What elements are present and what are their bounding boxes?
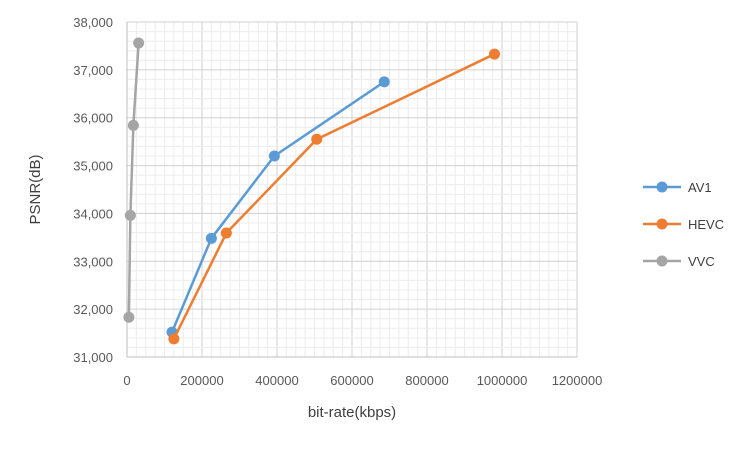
y-tick-label: 38,000 [73, 15, 113, 30]
hevc-series-line [172, 52, 496, 340]
hevc-data-point [168, 333, 180, 345]
vvc-data-point [123, 311, 135, 323]
vvc-legend-label: VVC [688, 254, 715, 269]
y-tick-label: 37,000 [73, 63, 113, 78]
axes [126, 22, 577, 358]
vvc-data-point [133, 37, 145, 49]
av1-data-point [378, 76, 390, 88]
y-tick-label: 32,000 [73, 302, 113, 317]
hevc-data-point [220, 227, 232, 239]
y-axis-title: PSNR(dB) [27, 154, 44, 224]
x-tick-label: 800000 [405, 373, 448, 388]
tick-labels: 0 200000 400000 600000 800000 1000000 1200000 3… [73, 15, 602, 388]
grid [126, 21, 578, 358]
vvc-legend-marker [656, 255, 668, 267]
y-tick-label: 34,000 [73, 206, 113, 221]
hevc-data-point [311, 133, 323, 145]
hevc-legend-marker [656, 218, 668, 230]
legend: AV1 HEVC VVC [643, 180, 724, 269]
vvc-series-line [127, 42, 140, 318]
av1-series-line [170, 80, 385, 333]
x-tick-label: 0 [123, 373, 130, 388]
av1-data-point [268, 150, 280, 162]
av1-legend-marker [656, 181, 668, 193]
x-axis-title: bit-rate(kbps) [308, 404, 396, 421]
x-tick-label: 600000 [330, 373, 373, 388]
av1-data-point [205, 232, 217, 244]
y-tick-label: 31,000 [73, 350, 113, 365]
x-tick-label: 1200000 [552, 373, 603, 388]
series-group [123, 37, 500, 345]
x-tick-label: 400000 [255, 373, 298, 388]
y-tick-label: 36,000 [73, 111, 113, 126]
y-tick-label: 35,000 [73, 159, 113, 174]
vvc-data-point [127, 119, 139, 131]
x-tick-label: 1000000 [477, 373, 528, 388]
hevc-legend-label: HEVC [688, 217, 724, 232]
hevc-data-point [489, 48, 500, 60]
av1-legend-label: AV1 [688, 180, 712, 195]
vvc-data-point [124, 209, 136, 221]
x-tick-label: 200000 [180, 373, 223, 388]
y-tick-label: 33,000 [73, 254, 113, 269]
